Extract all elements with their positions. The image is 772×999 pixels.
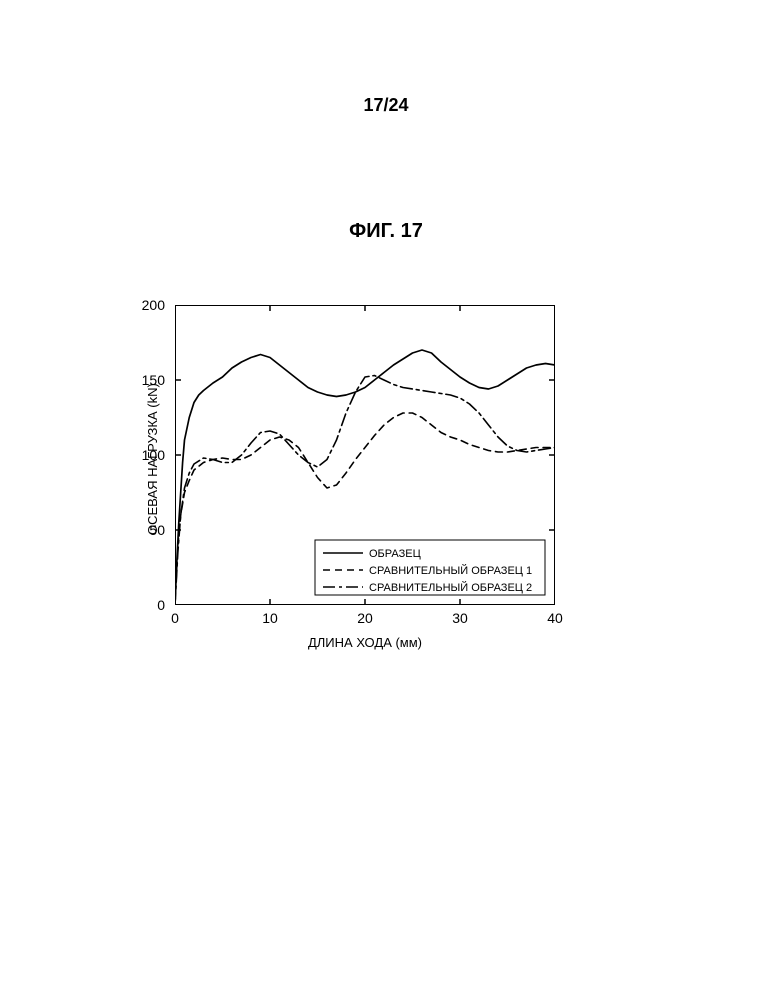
y-tick-label: 100 [125, 447, 165, 463]
chart-svg: ОБРАЗЕЦ СРАВНИТЕЛЬНЫЙ ОБРАЗЕЦ 1 СРАВНИТЕЛЬ… [175, 305, 555, 605]
x-axis-label: ДЛИНА ХОДА (мм) [175, 635, 555, 650]
x-tick-label: 30 [452, 610, 468, 626]
x-tick-label: 40 [547, 610, 563, 626]
x-tick-label: 10 [262, 610, 278, 626]
y-tick-label: 0 [125, 597, 165, 613]
y-tick-label: 50 [125, 522, 165, 538]
y-tick-label: 150 [125, 372, 165, 388]
svg-text:СРАВНИТЕЛЬНЫЙ ОБРАЗЕЦ 1: СРАВНИТЕЛЬНЫЙ ОБРАЗЕЦ 1 [369, 564, 532, 577]
page-number: 17/24 [0, 95, 772, 116]
figure-title: ФИГ. 17 [0, 220, 772, 243]
svg-text:СРАВНИТЕЛЬНЫЙ ОБРАЗЕЦ 2: СРАВНИТЕЛЬНЫЙ ОБРАЗЕЦ 2 [369, 581, 532, 594]
y-tick-label: 200 [125, 297, 165, 313]
x-tick-label: 0 [171, 610, 179, 626]
x-tick-label: 20 [357, 610, 373, 626]
chart-container: ОСЕВАЯ НАГРУЗКА (kN) ДЛИНА ХОДА (мм) ОБР… [175, 305, 555, 605]
svg-text:ОБРАЗЕЦ: ОБРАЗЕЦ [369, 548, 421, 560]
